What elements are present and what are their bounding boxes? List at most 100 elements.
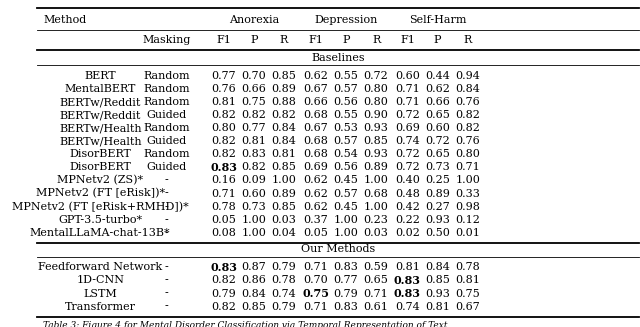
Text: 1.00: 1.00 (241, 228, 266, 238)
Text: 0.57: 0.57 (333, 84, 358, 94)
Text: 0.56: 0.56 (333, 97, 358, 107)
Text: 0.98: 0.98 (455, 201, 480, 212)
Text: 0.74: 0.74 (271, 288, 296, 299)
Text: Random: Random (143, 149, 190, 159)
Text: 0.71: 0.71 (364, 288, 388, 299)
Text: 0.69: 0.69 (303, 163, 328, 172)
Text: Guided: Guided (147, 163, 187, 172)
Text: -: - (164, 228, 168, 238)
Text: 0.83: 0.83 (210, 262, 237, 273)
Text: 0.80: 0.80 (364, 97, 388, 107)
Text: 0.60: 0.60 (395, 71, 420, 81)
Text: 0.78: 0.78 (211, 201, 236, 212)
Text: 0.82: 0.82 (455, 110, 480, 120)
Text: 0.05: 0.05 (211, 215, 236, 225)
Text: 0.62: 0.62 (303, 71, 328, 81)
Text: 0.79: 0.79 (271, 262, 296, 272)
Text: 0.67: 0.67 (303, 123, 328, 133)
Text: 0.82: 0.82 (211, 301, 236, 312)
Text: 0.81: 0.81 (211, 97, 236, 107)
Text: 0.54: 0.54 (333, 149, 358, 159)
Text: Depression: Depression (314, 14, 378, 25)
Text: 0.70: 0.70 (303, 275, 328, 285)
Text: 0.68: 0.68 (303, 149, 328, 159)
Text: 0.66: 0.66 (425, 97, 450, 107)
Text: Masking: Masking (142, 35, 191, 45)
Text: 0.50: 0.50 (425, 228, 450, 238)
Text: 0.05: 0.05 (303, 228, 328, 238)
Text: 0.25: 0.25 (425, 176, 450, 185)
Text: P: P (434, 35, 441, 45)
Text: 0.60: 0.60 (241, 188, 266, 198)
Text: 0.62: 0.62 (303, 176, 328, 185)
Text: 0.80: 0.80 (455, 149, 480, 159)
Text: Guided: Guided (147, 136, 187, 146)
Text: 0.71: 0.71 (211, 188, 236, 198)
Text: 1.00: 1.00 (333, 228, 358, 238)
Text: -: - (164, 201, 168, 212)
Text: 0.72: 0.72 (395, 149, 420, 159)
Text: 0.08: 0.08 (211, 228, 236, 238)
Text: 0.72: 0.72 (364, 71, 388, 81)
Text: 0.85: 0.85 (271, 201, 296, 212)
Text: MPNetv2 (FT [eRisk+RMHD])*: MPNetv2 (FT [eRisk+RMHD])* (12, 201, 189, 212)
Text: Guided: Guided (147, 110, 187, 120)
Text: R: R (463, 35, 472, 45)
Text: 0.85: 0.85 (271, 71, 296, 81)
Text: 0.66: 0.66 (241, 84, 266, 94)
Text: 0.75: 0.75 (241, 97, 266, 107)
Text: 0.56: 0.56 (333, 163, 358, 172)
Text: 0.42: 0.42 (395, 201, 420, 212)
Text: 0.09: 0.09 (241, 176, 266, 185)
Text: 0.87: 0.87 (241, 262, 266, 272)
Text: 0.45: 0.45 (333, 176, 358, 185)
Text: MPNetv2 (FT [eRisk])*: MPNetv2 (FT [eRisk])* (36, 188, 164, 199)
Text: 0.81: 0.81 (271, 149, 296, 159)
Text: 0.86: 0.86 (241, 275, 266, 285)
Text: 0.89: 0.89 (271, 188, 296, 198)
Text: 0.83: 0.83 (210, 162, 237, 173)
Text: 1.00: 1.00 (455, 176, 480, 185)
Text: 0.82: 0.82 (241, 110, 266, 120)
Text: 0.84: 0.84 (241, 288, 266, 299)
Text: 0.89: 0.89 (364, 163, 388, 172)
Text: 0.57: 0.57 (333, 136, 358, 146)
Text: 0.45: 0.45 (333, 201, 358, 212)
Text: 0.89: 0.89 (425, 188, 450, 198)
Text: 1.00: 1.00 (364, 176, 388, 185)
Text: 0.79: 0.79 (333, 288, 358, 299)
Text: Random: Random (143, 84, 190, 94)
Text: 0.48: 0.48 (395, 188, 420, 198)
Text: -: - (164, 275, 168, 285)
Text: 0.83: 0.83 (394, 288, 421, 299)
Text: 0.80: 0.80 (211, 123, 236, 133)
Text: 0.90: 0.90 (364, 110, 388, 120)
Text: 0.01: 0.01 (455, 228, 480, 238)
Text: 0.82: 0.82 (211, 110, 236, 120)
Text: -: - (164, 215, 168, 225)
Text: 0.89: 0.89 (271, 84, 296, 94)
Text: 0.81: 0.81 (241, 136, 266, 146)
Text: 0.66: 0.66 (303, 97, 328, 107)
Text: 0.82: 0.82 (211, 275, 236, 285)
Text: 0.12: 0.12 (455, 215, 480, 225)
Text: 0.44: 0.44 (425, 71, 450, 81)
Text: 0.84: 0.84 (425, 262, 450, 272)
Text: 0.82: 0.82 (211, 149, 236, 159)
Text: 0.55: 0.55 (333, 110, 358, 120)
Text: 0.75: 0.75 (302, 288, 330, 299)
Text: 0.84: 0.84 (455, 84, 480, 94)
Text: Our Methods: Our Methods (301, 245, 375, 254)
Text: 0.84: 0.84 (271, 136, 296, 146)
Text: BERT: BERT (84, 71, 116, 81)
Text: 0.57: 0.57 (333, 188, 358, 198)
Text: GPT-3.5-turbo*: GPT-3.5-turbo* (58, 215, 142, 225)
Text: 0.68: 0.68 (303, 136, 328, 146)
Text: 0.79: 0.79 (211, 288, 236, 299)
Text: 0.83: 0.83 (394, 275, 421, 286)
Text: 0.84: 0.84 (271, 123, 296, 133)
Text: 0.68: 0.68 (303, 110, 328, 120)
Text: 0.85: 0.85 (271, 163, 296, 172)
Text: 0.80: 0.80 (364, 84, 388, 94)
Text: 0.85: 0.85 (364, 136, 388, 146)
